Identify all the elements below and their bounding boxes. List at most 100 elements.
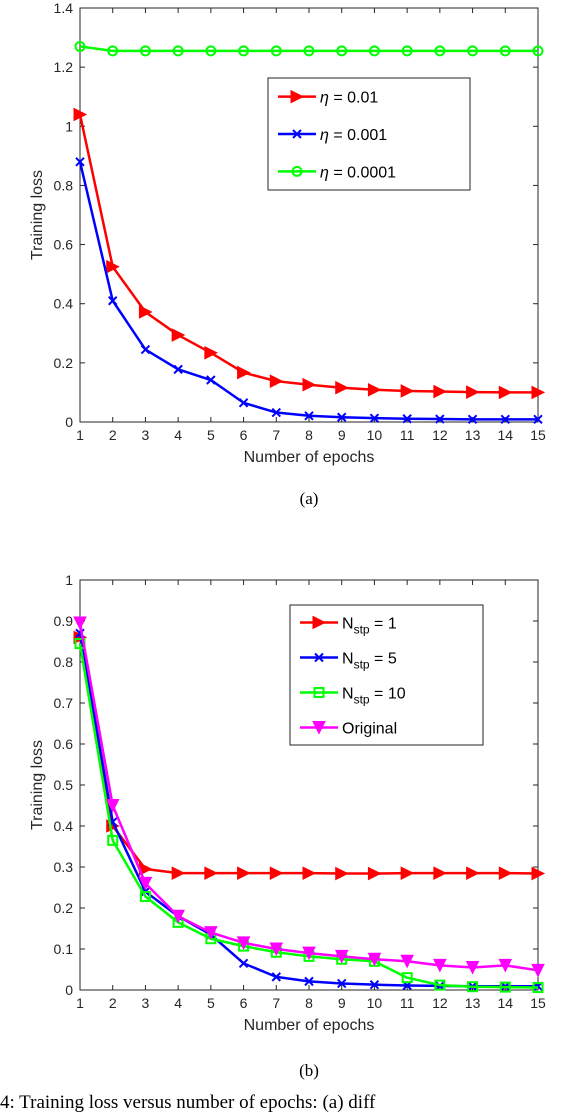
data-point xyxy=(499,45,511,57)
data-point xyxy=(107,45,119,57)
legend-label: η = 0.01 xyxy=(320,90,378,107)
data-point xyxy=(108,296,118,306)
legend-marker xyxy=(290,89,305,104)
x-tick-label: 14 xyxy=(497,995,513,1011)
data-point xyxy=(467,45,479,57)
data-point xyxy=(367,382,382,397)
y-tick-label: 0.5 xyxy=(54,777,74,793)
data-point xyxy=(269,866,284,880)
x-tick-label: 10 xyxy=(367,427,383,443)
data-point xyxy=(238,45,250,57)
x-tick-label: 8 xyxy=(305,995,313,1011)
x-tick-label: 9 xyxy=(338,427,346,443)
data-point xyxy=(139,45,151,57)
data-point xyxy=(498,385,513,400)
data-point xyxy=(433,384,447,399)
y-tick-label: 0.8 xyxy=(54,654,74,670)
data-point xyxy=(171,866,186,880)
data-point xyxy=(533,414,543,425)
data-point xyxy=(106,259,120,274)
data-point xyxy=(434,979,446,991)
data-point xyxy=(302,866,317,880)
y-tick-label: 0.2 xyxy=(54,900,74,916)
chart-b: 1 2 3 4 5 6 7 8 9 10 11 12 13 14 1500.10.20.30.40.50.6… xyxy=(29,572,546,1080)
data-point xyxy=(205,45,217,57)
data-point xyxy=(369,979,380,990)
legend-marker xyxy=(313,687,325,698)
data-point xyxy=(400,384,415,398)
data-point xyxy=(138,305,153,319)
y-tick-label: 0.8 xyxy=(54,177,74,193)
data-point xyxy=(367,952,382,967)
x-tick-label: 11 xyxy=(400,995,415,1011)
x-tick-label: 6 xyxy=(240,995,248,1011)
data-point xyxy=(206,375,216,385)
x-tick-label: 4 xyxy=(174,995,182,1011)
data-point xyxy=(532,982,544,994)
data-point xyxy=(498,866,513,880)
subfigure-caption: (b) xyxy=(299,1061,319,1080)
y-tick-label: 0.7 xyxy=(54,695,74,711)
x-axis-label: Number of epochs xyxy=(244,1017,375,1034)
x-tick-label: 15 xyxy=(530,427,546,443)
data-point xyxy=(433,958,447,973)
data-point xyxy=(531,963,545,978)
data-point xyxy=(269,374,284,389)
y-tick-label: 0.4 xyxy=(54,818,74,834)
data-point xyxy=(465,960,480,975)
series-0 xyxy=(73,630,546,881)
data-point xyxy=(107,834,119,846)
data-point xyxy=(105,799,120,813)
x-tick-label: 11 xyxy=(400,427,415,443)
y-tick-label: 0.9 xyxy=(54,613,74,629)
data-point xyxy=(73,616,87,631)
data-point xyxy=(400,866,415,880)
data-point xyxy=(402,414,412,424)
x-tick-label: 12 xyxy=(432,427,448,443)
data-point xyxy=(433,866,447,880)
data-point xyxy=(171,909,185,924)
legend-marker xyxy=(314,652,324,663)
x-tick-label: 6 xyxy=(240,427,248,443)
data-point xyxy=(236,936,251,950)
y-tick-label: 1 xyxy=(65,118,73,134)
data-point xyxy=(238,958,249,969)
series-3 xyxy=(73,616,545,978)
data-point xyxy=(466,385,480,399)
data-point xyxy=(237,365,251,380)
y-tick-label: 1.2 xyxy=(54,59,74,75)
y-tick-label: 0.1 xyxy=(54,941,74,957)
data-point xyxy=(237,866,251,880)
data-point xyxy=(172,45,184,57)
y-axis-label: Training loss xyxy=(29,170,46,260)
data-point xyxy=(337,978,347,989)
data-point xyxy=(75,157,85,167)
data-point xyxy=(367,866,382,881)
legend-label: η = 0.0001 xyxy=(320,164,396,181)
x-tick-label: 3 xyxy=(142,995,150,1011)
legend-label: Original xyxy=(342,721,397,738)
data-point xyxy=(336,45,348,57)
data-point xyxy=(401,972,413,984)
data-point xyxy=(434,45,446,57)
legend-marker xyxy=(312,721,326,735)
data-point xyxy=(138,876,153,891)
legend-label: Nstp = 5 xyxy=(342,651,397,672)
data-point xyxy=(271,407,281,418)
plot-area xyxy=(79,7,539,423)
data-point xyxy=(400,954,414,969)
data-point xyxy=(466,866,480,880)
data-point xyxy=(499,981,511,993)
data-point xyxy=(173,364,183,375)
x-tick-label: 10 xyxy=(367,995,383,1011)
chart-a: 1 2 3 4 5 6 7 8 9 10 11 12 13 14 1500.20.40.60.811.21.… xyxy=(29,0,546,508)
x-tick-label: 13 xyxy=(465,427,481,443)
x-tick-label: 3 xyxy=(142,427,150,443)
data-point xyxy=(303,45,315,57)
figure-caption-text: 4: Training loss versus number of epochs… xyxy=(0,1092,376,1113)
data-point xyxy=(401,45,413,57)
data-point xyxy=(531,866,546,881)
data-point xyxy=(467,414,478,425)
legend-label: η = 0.001 xyxy=(320,127,387,144)
